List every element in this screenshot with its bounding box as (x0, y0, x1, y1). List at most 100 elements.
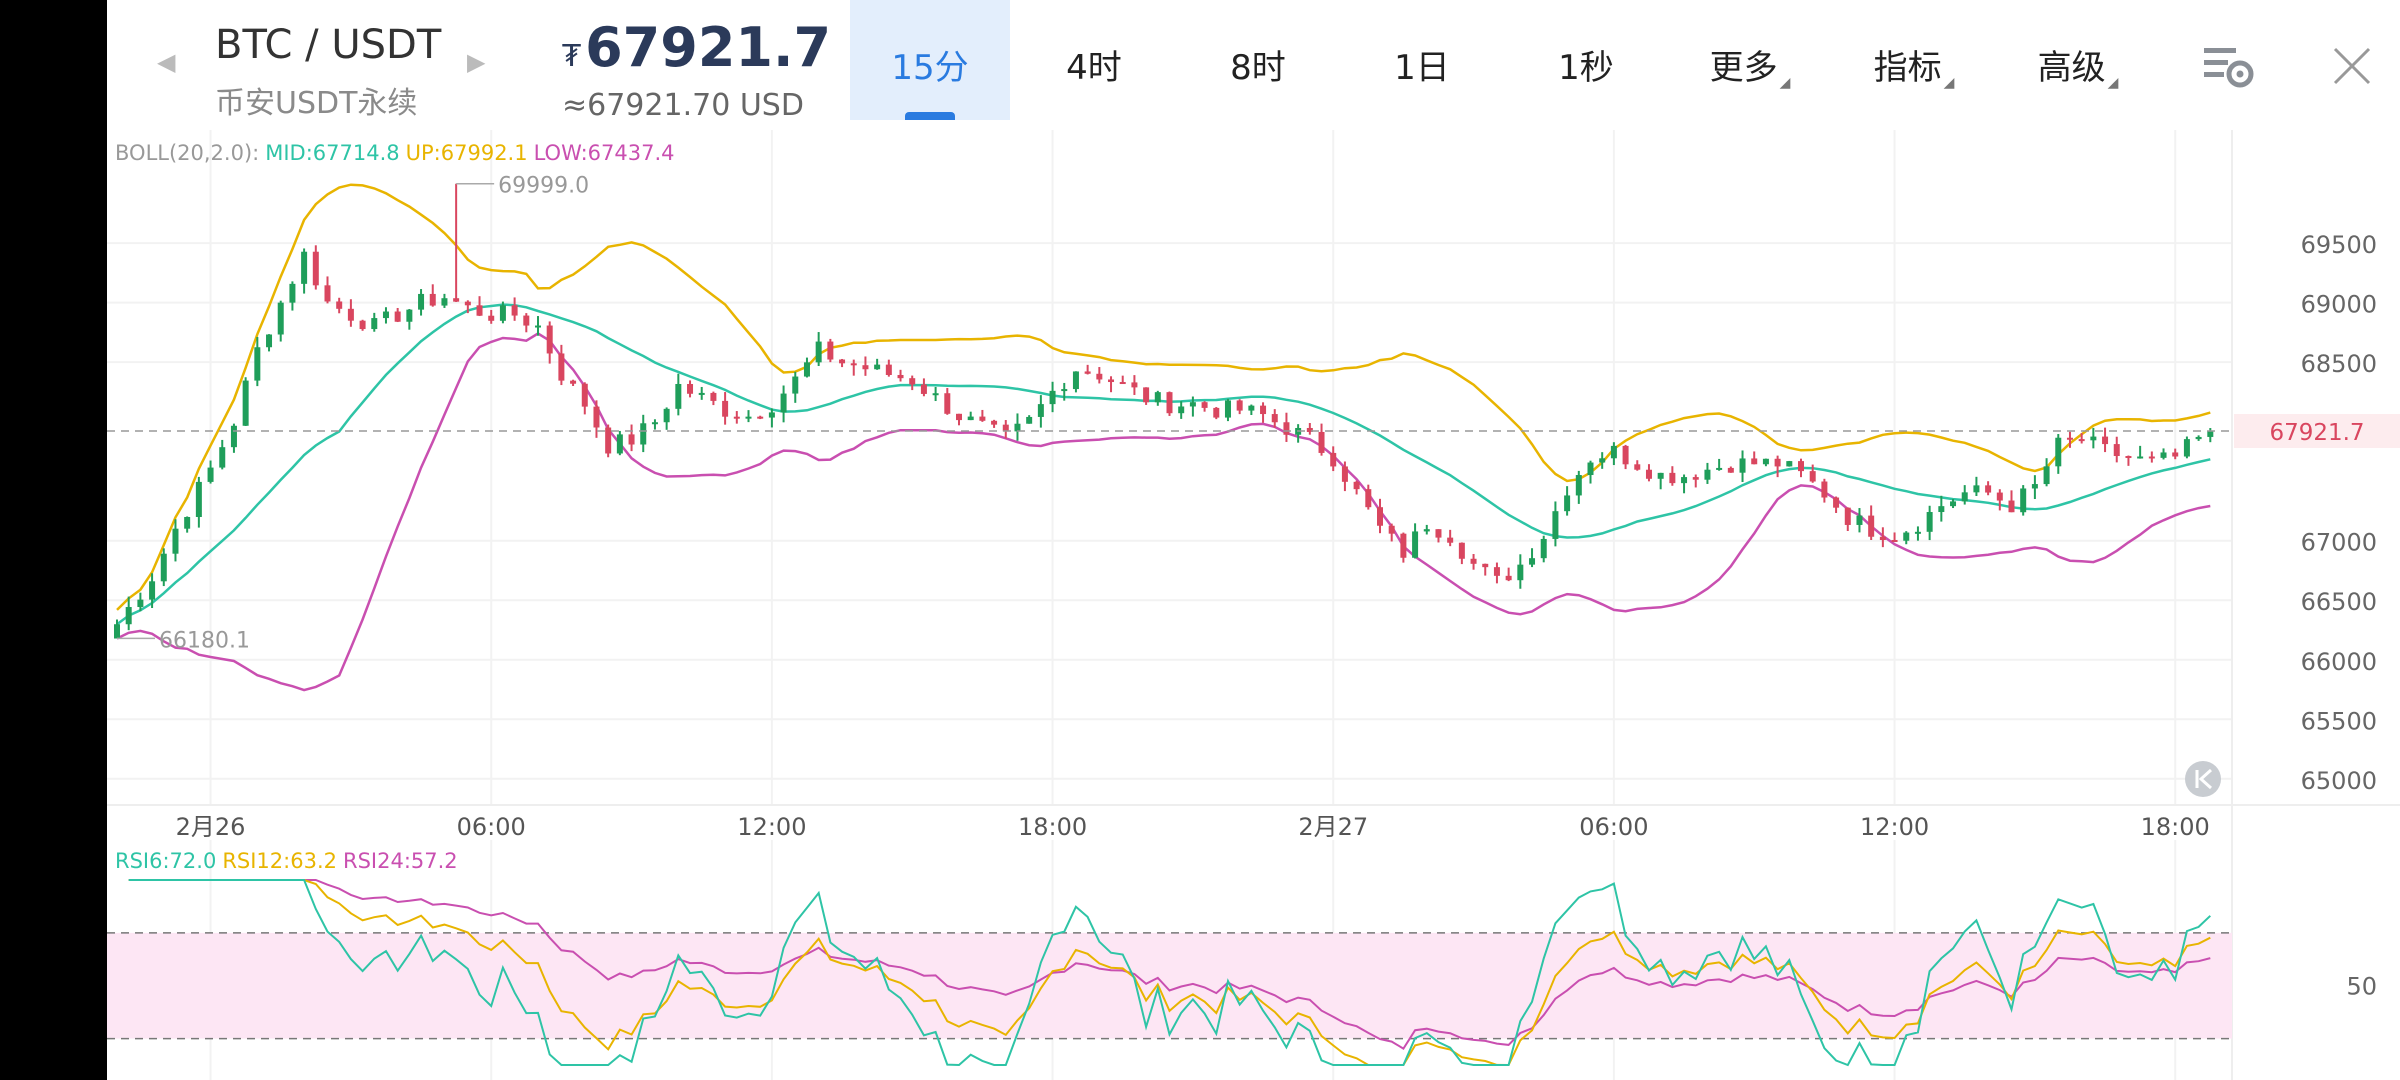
candle-body (1751, 458, 1758, 465)
candle-body (1493, 567, 1500, 576)
candle-body (956, 413, 962, 421)
candle-body (2125, 456, 2132, 459)
candle-body (1201, 402, 1208, 408)
candle-body (616, 434, 623, 454)
candle-body (1844, 507, 1851, 525)
tab-3[interactable]: 8时 (1178, 0, 1338, 120)
candle-body (195, 481, 202, 517)
candle-body (1891, 540, 1898, 543)
y-tick-label: 69000 (2301, 291, 2377, 319)
candle-body (1681, 477, 1688, 484)
y-tick-label: 68500 (2301, 350, 2377, 378)
boll-legend-item: LOW:67437.4 (534, 141, 675, 165)
boll-legend-item: BOLL(20,2.0): (115, 141, 259, 165)
candle-body (511, 305, 518, 316)
tab-2[interactable]: 4时 (1014, 0, 1174, 120)
chart-settings-icon[interactable] (2202, 44, 2256, 90)
currency-symbol: ₮ (562, 39, 582, 74)
prev-pair-icon[interactable]: ◀ (157, 48, 176, 76)
tab-label: 1秒 (1558, 48, 1614, 88)
candle-body (2066, 437, 2073, 440)
candle-body (1248, 405, 1255, 411)
candle-body (418, 293, 425, 310)
high-marker-label: 69999.0 (498, 174, 589, 199)
pair-title[interactable]: BTC / USDT (215, 22, 442, 68)
candle-body (441, 298, 448, 306)
tab-4[interactable]: 1日 (1342, 0, 1502, 120)
candle-body (792, 376, 799, 394)
candle-body (535, 325, 541, 328)
candle-body (1353, 481, 1360, 490)
rsi-legend-item: RSI24:57.2 (343, 849, 458, 873)
candle-body (570, 380, 577, 384)
boll-legend-item: MID:67714.8 (265, 141, 399, 165)
candle-body (2055, 437, 2062, 467)
tab-label: 更多 (1709, 48, 1778, 88)
tab-7[interactable]: 指标 ◢ (1834, 0, 1994, 120)
candle-body (523, 315, 530, 326)
rsi-chart[interactable]: 50 RSI6:72.0 RSI12:63.2 RSI24:57.2 (107, 840, 2400, 1080)
candle-body (312, 251, 319, 286)
tab-8[interactable]: 高级 ◢ (1998, 0, 2158, 120)
candle-body (242, 380, 249, 426)
candle-body (2043, 466, 2050, 485)
candle-body (1657, 472, 1664, 479)
active-tab-indicator (905, 112, 955, 120)
candle-body (1529, 558, 1536, 565)
candle-body (1143, 387, 1150, 403)
last-price-tag (2234, 413, 2400, 448)
rsi24-line (128, 879, 2211, 1050)
x-tick-label: 06:00 (457, 813, 526, 840)
candle-body (1482, 563, 1489, 568)
candle-body (266, 334, 273, 348)
boll-up-line (116, 183, 2211, 611)
dropdown-corner-icon: ◢ (2107, 75, 2119, 91)
candle-body (1552, 511, 1559, 539)
candle-body (1505, 575, 1512, 581)
candle-body (1599, 458, 1606, 463)
candle-body (1985, 485, 1992, 493)
candle-body (160, 553, 167, 582)
candle-body (336, 301, 343, 309)
candle-body (1096, 373, 1103, 380)
candle-body (149, 581, 156, 600)
candle-body (394, 311, 401, 322)
candle-body (1412, 531, 1419, 558)
candle-body (1645, 469, 1652, 479)
candle-body (184, 516, 191, 529)
candle-body (675, 383, 682, 409)
tab-6[interactable]: 更多 ◢ (1670, 0, 1830, 120)
close-icon[interactable] (2332, 46, 2372, 86)
candle-body (581, 383, 588, 407)
candlestick-chart[interactable]: 69500 69000 68500 67000 66500 66000 65500 65000… (107, 130, 2400, 840)
scroll-latest-button[interactable] (2185, 761, 2221, 797)
boll-legend-item: UP:67992.1 (406, 141, 528, 165)
candle-body (464, 301, 471, 306)
candle-body (1809, 471, 1816, 482)
tab-1[interactable]: 15分 (850, 0, 1010, 120)
market-name: 币安USDT永续 (215, 86, 418, 121)
candle-body (1283, 422, 1290, 435)
candle-body (827, 341, 834, 360)
candle-body (815, 341, 822, 363)
tab-5[interactable]: 1秒 (1506, 0, 1666, 120)
low-marker-label: 66180.1 (159, 628, 250, 653)
candle-body (2207, 430, 2214, 437)
candle-body (1377, 507, 1383, 526)
candle-body (1271, 414, 1278, 423)
last-price-label: 67921.7 (2269, 420, 2364, 446)
candle-body (1739, 458, 1746, 473)
candle-body (874, 364, 881, 370)
candle-body (1961, 492, 1968, 502)
x-tick-label: 12:00 (1860, 813, 1929, 840)
candle-body (1260, 405, 1267, 415)
screen: ◀ ▶ BTC / USDT 币安USDT永续 ₮67921.7 ≈67921.… (107, 0, 2400, 1080)
candle-body (429, 293, 436, 306)
y-tick-label: 66500 (2301, 588, 2377, 616)
candle-body (2078, 439, 2085, 442)
next-pair-icon[interactable]: ▶ (467, 48, 486, 76)
tab-label: 1日 (1394, 48, 1450, 88)
x-tick-label: 2月27 (1298, 813, 1368, 840)
candle-body (1330, 452, 1337, 467)
candle-body (1365, 489, 1372, 508)
